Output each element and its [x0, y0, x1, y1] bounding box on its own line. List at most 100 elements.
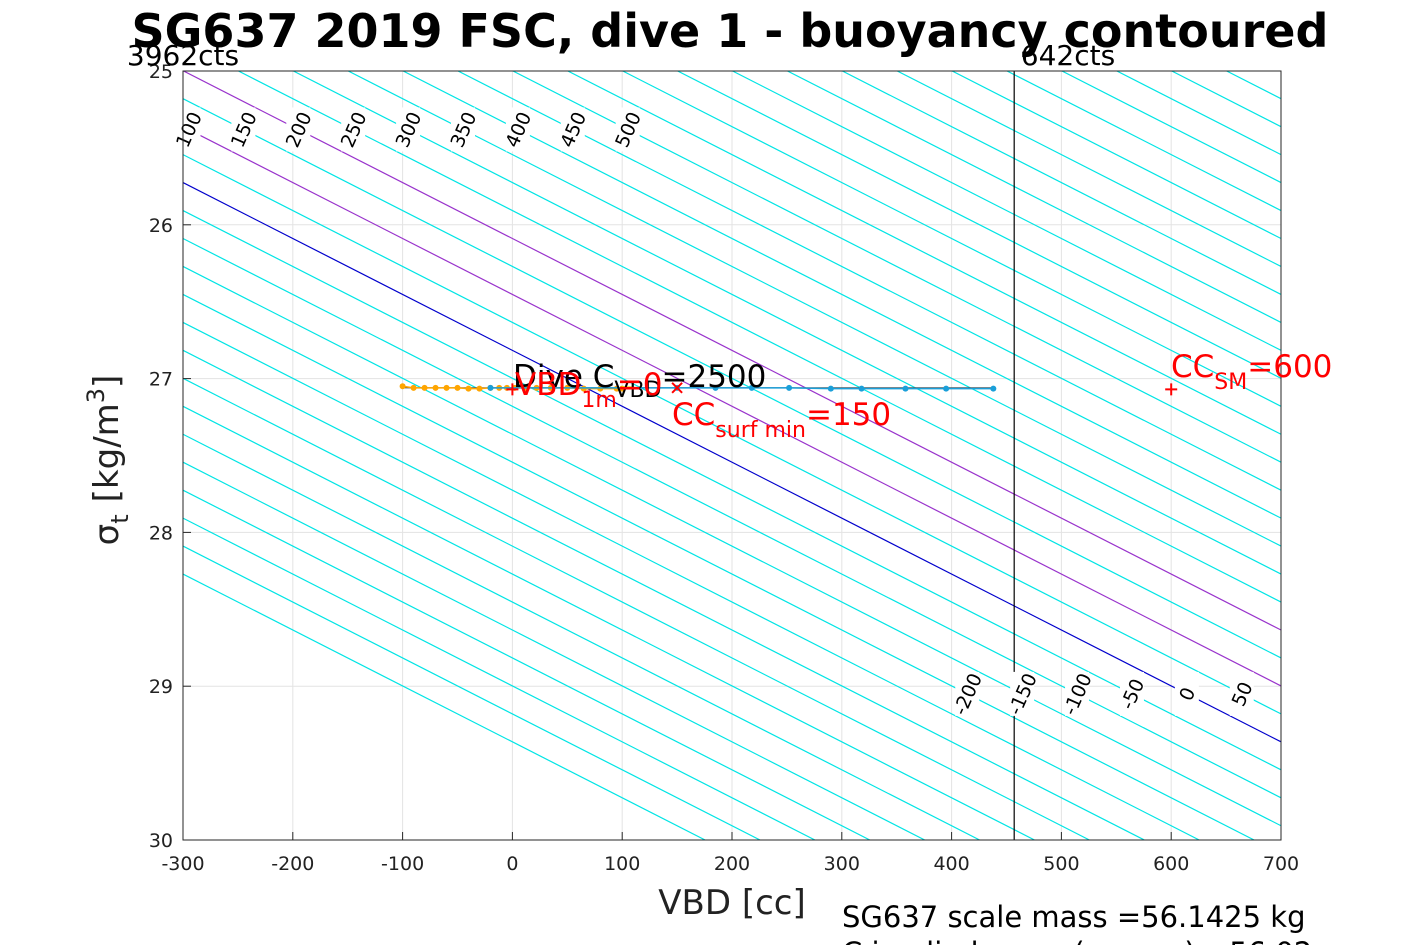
- dive-c-value: =2500: [662, 359, 767, 395]
- contour-line: [183, 209, 1281, 771]
- contour-line: [183, 237, 1281, 799]
- plus-marker: [506, 383, 519, 396]
- contour-line: [951, 71, 1281, 240]
- data-point: [943, 385, 950, 392]
- x-tick-label: 500: [1043, 853, 1079, 875]
- contour-line: [183, 98, 1281, 659]
- series-line: [490, 387, 994, 390]
- cc-surf-min-value: =150: [806, 397, 891, 433]
- vbd-1m-sub: 1m: [581, 388, 616, 413]
- contour-label-bg: [1010, 671, 1035, 716]
- x-tick-label: -300: [161, 853, 204, 875]
- footer-scale-mass: SG637 scale mass =56.1425 kg: [842, 900, 1306, 934]
- contour-line: [183, 377, 1090, 840]
- vbd-1m-annotation: VBD1m=0: [515, 367, 663, 413]
- cc-sm-value: =600: [1247, 349, 1332, 385]
- data-point: [410, 384, 417, 391]
- contour-label-bg: [1119, 671, 1144, 716]
- contour-line: [183, 489, 871, 840]
- y-label-units: [kg/m: [87, 403, 127, 502]
- contour-line: [347, 71, 1281, 547]
- contour-line: [183, 349, 1145, 840]
- footer-implied-mass: C implied mass (approx) =56.02: [842, 936, 1312, 945]
- data-point: [902, 385, 909, 392]
- contour-lines: [183, 71, 1417, 840]
- contour-label-bg: [341, 107, 366, 152]
- chart-title: SG637 2019 FSC, dive 1 - buoyancy contou…: [132, 4, 1329, 58]
- contour-label-bg: [176, 107, 201, 152]
- contour-line: [567, 71, 1281, 435]
- contour-label-bg: [560, 107, 585, 152]
- contour-line: [402, 71, 1281, 519]
- dive-c-main: Dive C: [513, 359, 614, 395]
- x-tick-label: 400: [933, 853, 969, 875]
- contour-label-bg: [286, 107, 311, 152]
- contour-line: [1282, 71, 1417, 840]
- x-tick-label: -100: [381, 853, 424, 875]
- x-tick-label: 100: [604, 853, 640, 875]
- data-point: [990, 385, 997, 392]
- cts-right-label: 642cts: [1021, 39, 1115, 72]
- x-tick-label: 600: [1153, 853, 1189, 875]
- contour-line: [183, 153, 1281, 715]
- contour-line: [457, 71, 1281, 491]
- data-point: [858, 385, 865, 392]
- data-point: [399, 383, 406, 390]
- y-axis-ticks: 25 26 27 28 29 30: [149, 61, 191, 852]
- contour-line: [1006, 71, 1281, 212]
- contour-line: [842, 71, 1281, 296]
- contour-label-bg: [1065, 671, 1090, 716]
- contour-labels: 100 150 200 250 300 350 400 450 500-200 -150 -100-…: [172, 107, 1258, 718]
- contour-line: [183, 517, 816, 840]
- cts-left-label: 3962cts: [127, 39, 239, 72]
- cc-surf-min-sub: surf min: [715, 418, 806, 443]
- contour-line: [183, 433, 980, 840]
- x-tick-label: 700: [1263, 853, 1299, 875]
- cc-sm-annotation: CCSM=600: [1171, 349, 1332, 395]
- contour-label-bg: [396, 107, 421, 152]
- marker-stroke: [671, 382, 683, 394]
- y-label-sub: t: [106, 514, 134, 523]
- vbd-1m-main: VBD: [515, 367, 581, 403]
- contour-label-bg: [615, 107, 640, 152]
- contour-line: [183, 181, 1281, 743]
- y-label-close: ]: [87, 375, 127, 388]
- contour-label-bg: [1174, 671, 1199, 716]
- contour-line: [183, 71, 1281, 631]
- data-point: [432, 384, 439, 391]
- contour-line: [622, 71, 1281, 407]
- cc-sm-sub: SM: [1214, 370, 1247, 395]
- contour-line: [732, 71, 1281, 352]
- contour-label-bg: [955, 671, 980, 716]
- data-point: [454, 384, 461, 391]
- data-point: [443, 384, 450, 391]
- data-point: [786, 384, 793, 391]
- vbd-1m-value: =0: [617, 367, 663, 403]
- cc-sm-main: CC: [1171, 349, 1214, 385]
- cc-surf-min-annotation: CCsurf min=150: [672, 397, 891, 443]
- data-point: [748, 384, 755, 391]
- contour-line: [183, 405, 1035, 840]
- cc-surf-min-main: CC: [672, 397, 715, 433]
- data-series: [399, 382, 1178, 396]
- contour-line: [183, 293, 1255, 840]
- contour-line: [896, 71, 1281, 268]
- contour-label-bg: [505, 107, 530, 152]
- y-tick-label: 30: [149, 830, 173, 852]
- contour-line: [183, 125, 1281, 687]
- x-axis-label: VBD [cc]: [658, 883, 806, 923]
- data-point: [465, 385, 472, 392]
- y-tick-label: 25: [149, 61, 173, 83]
- y-tick-label: 29: [149, 676, 173, 698]
- contour-line: [183, 321, 1200, 840]
- x-axis-ticks: -300 -200 -100 0 100 200 300 400 500 600 700: [161, 832, 1299, 875]
- contour-label-bg: [231, 107, 256, 152]
- contour-line: [787, 71, 1281, 324]
- contour-line: [293, 71, 1281, 575]
- y-tick-label: 28: [149, 522, 173, 544]
- data-point: [712, 384, 719, 391]
- contour-label-bg: [1229, 671, 1254, 716]
- contour-line: [183, 573, 706, 840]
- contour-line: [183, 545, 761, 840]
